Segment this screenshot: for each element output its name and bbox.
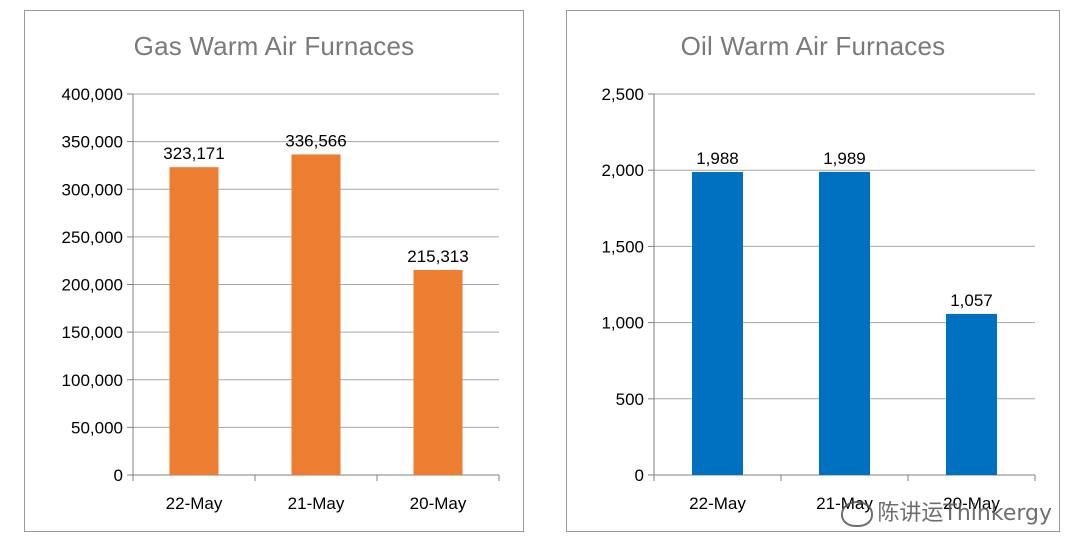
oil-bar <box>946 313 997 475</box>
gas-ytick-label: 100,000 <box>62 371 123 390</box>
oil-data-label: 1,057 <box>950 291 993 310</box>
gas-bar <box>291 154 341 475</box>
watermark: 陈讲运Thinkergy <box>841 495 1052 527</box>
oil-ytick-label: 1,000 <box>601 314 644 333</box>
oil-chart-plot: 0 500 1,000 1,500 2,000 2,500 1,988 22-May 1,989… <box>601 85 1036 513</box>
oil-chart-title: Oil Warm Air Furnaces <box>680 31 946 61</box>
gas-ytick-label: 200,000 <box>62 276 123 295</box>
oil-ytick-label: 500 <box>616 390 644 409</box>
gas-bar <box>169 167 219 475</box>
wechat-icon <box>841 501 874 527</box>
oil-data-label: 1,988 <box>696 149 739 168</box>
oil-xtick-label: 22-May <box>689 494 746 513</box>
gas-xtick-label: 22-May <box>166 494 223 513</box>
oil-ytick-label: 0 <box>635 466 644 485</box>
gas-xtick-label: 20-May <box>410 494 467 513</box>
watermark-text: 陈讲运Thinkergy <box>877 501 1052 526</box>
oil-data-label: 1,989 <box>823 149 866 168</box>
oil-ytick-label: 2,500 <box>601 85 644 104</box>
gas-chart-panel: Gas Warm Air Furnaces 0 50,000 100,000 150,… <box>24 10 524 532</box>
gas-chart-plot: 0 50,000 100,000 150,000 200,000 250,000 300,0… <box>62 85 500 513</box>
gas-xtick-label: 21-May <box>288 494 345 513</box>
gas-data-label: 215,313 <box>407 247 468 266</box>
gas-ytick-label: 400,000 <box>62 85 123 104</box>
oil-bar <box>692 172 743 475</box>
gas-bar <box>413 269 463 475</box>
oil-ytick-label: 2,000 <box>601 161 644 180</box>
gas-ytick-label: 250,000 <box>62 228 123 247</box>
oil-ytick-label: 1,500 <box>601 237 644 256</box>
gas-data-label: 323,171 <box>163 144 224 163</box>
gas-data-label: 336,566 <box>285 131 346 150</box>
gas-chart-title: Gas Warm Air Furnaces <box>133 31 415 61</box>
gas-ytick-label: 350,000 <box>62 133 123 152</box>
gas-ytick-label: 300,000 <box>62 180 123 199</box>
gas-ytick-label: 50,000 <box>71 418 123 437</box>
gas-ytick-label: 150,000 <box>62 323 123 342</box>
oil-bar <box>819 171 870 475</box>
oil-chart-panel: Oil Warm Air Furnaces 0 500 1,000 1,500 2,00… <box>566 10 1060 532</box>
gas-ytick-label: 0 <box>114 466 123 485</box>
oil-xtick-label: 20-May <box>943 494 1000 513</box>
